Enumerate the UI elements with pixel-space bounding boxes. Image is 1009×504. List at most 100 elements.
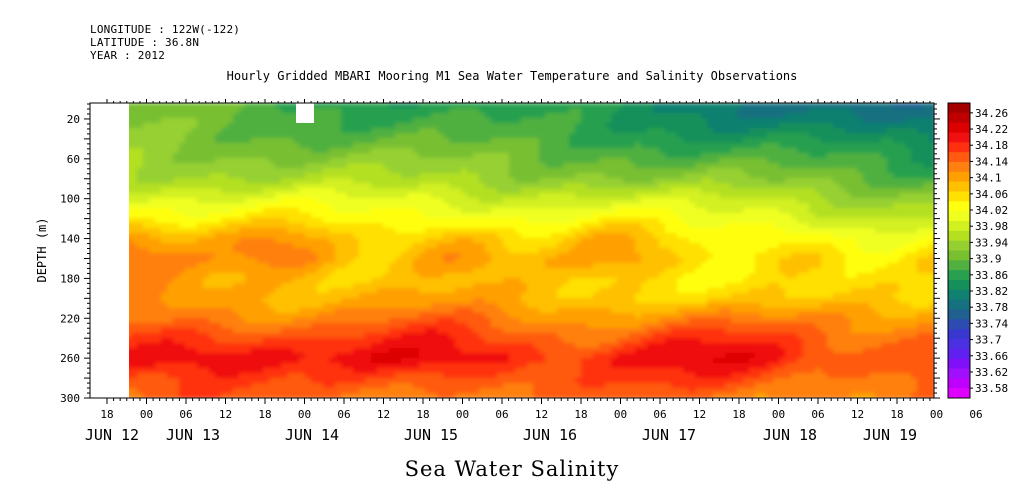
heatmap-cell xyxy=(599,203,606,209)
heatmap-cell xyxy=(491,258,498,264)
heatmap-cell xyxy=(155,298,162,304)
heatmap-cell xyxy=(515,318,522,324)
heatmap-cell xyxy=(539,248,546,254)
heatmap-cell xyxy=(443,143,450,149)
heatmap-cell xyxy=(611,313,618,319)
heatmap-cell xyxy=(359,298,366,304)
heatmap-cell xyxy=(269,318,276,324)
heatmap-cell xyxy=(389,133,396,139)
heatmap-cell xyxy=(161,238,168,244)
heatmap-cell xyxy=(599,378,606,384)
heatmap-cell xyxy=(491,298,498,304)
heatmap-cell xyxy=(479,253,486,259)
heatmap-cell xyxy=(335,103,342,109)
heatmap-cell xyxy=(269,363,276,369)
heatmap-cell xyxy=(557,103,564,109)
heatmap-cell xyxy=(575,378,582,384)
heatmap-cell xyxy=(485,378,492,384)
heatmap-cell xyxy=(347,298,354,304)
heatmap-cell xyxy=(305,258,312,264)
heatmap-cell xyxy=(239,278,246,284)
heatmap-cell xyxy=(353,123,360,129)
heatmap-cell xyxy=(503,213,510,219)
heatmap-cell xyxy=(431,248,438,254)
heatmap-cell xyxy=(317,293,324,299)
heatmap-cell xyxy=(167,243,174,249)
heatmap-cell xyxy=(161,268,168,274)
heatmap-cell xyxy=(221,218,228,224)
heatmap-cell xyxy=(281,373,288,379)
heatmap-cell xyxy=(551,343,558,349)
heatmap-cell xyxy=(275,193,282,199)
heatmap-cell xyxy=(425,243,432,249)
heatmap-cell xyxy=(341,268,348,274)
heatmap-cell xyxy=(323,163,330,169)
heatmap-cell xyxy=(317,268,324,274)
heatmap-cell xyxy=(611,363,618,369)
heatmap-cell xyxy=(551,318,558,324)
heatmap-cell xyxy=(149,143,156,149)
heatmap-cell xyxy=(461,208,468,214)
heatmap-cell xyxy=(443,313,450,319)
heatmap-cell xyxy=(473,283,480,289)
heatmap-cell xyxy=(605,328,612,334)
heatmap-cell xyxy=(563,203,570,209)
heatmap-cell xyxy=(389,218,396,224)
heatmap-cell xyxy=(287,308,294,314)
heatmap-cell xyxy=(431,288,438,294)
heatmap-cell xyxy=(131,143,138,149)
heatmap-cell xyxy=(443,278,450,284)
heatmap-cell xyxy=(329,113,336,119)
heatmap-cell xyxy=(551,238,558,244)
heatmap-cell xyxy=(227,118,234,124)
heatmap-cell xyxy=(491,153,498,159)
heatmap-cell xyxy=(185,223,192,229)
heatmap-cell xyxy=(263,368,270,374)
heatmap-cell xyxy=(485,348,492,354)
heatmap-cell xyxy=(419,158,426,164)
heatmap-cell xyxy=(257,223,264,229)
heatmap-cell xyxy=(539,388,546,394)
heatmap-cell xyxy=(449,358,456,364)
heatmap-cell xyxy=(185,178,192,184)
heatmap-cell xyxy=(479,383,486,389)
heatmap-cell xyxy=(389,173,396,179)
heatmap-cell xyxy=(161,138,168,144)
heatmap-cell xyxy=(563,158,570,164)
heatmap-cell xyxy=(197,328,204,334)
heatmap-cell xyxy=(275,238,282,244)
heatmap-cell xyxy=(563,113,570,119)
heatmap-cell xyxy=(533,183,540,189)
heatmap-cell xyxy=(341,323,348,329)
heatmap-cell xyxy=(287,363,294,369)
heatmap-cell xyxy=(173,203,180,209)
heatmap-cell xyxy=(155,388,162,394)
heatmap-cell xyxy=(437,393,444,398)
heatmap-cell xyxy=(551,368,558,374)
heatmap-cell xyxy=(413,278,420,284)
heatmap-cell xyxy=(251,373,258,379)
heatmap-cell xyxy=(311,128,318,134)
heatmap-cell xyxy=(497,308,504,314)
heatmap-cell xyxy=(575,188,582,194)
heatmap-cell xyxy=(167,348,174,354)
heatmap-cell xyxy=(173,193,180,199)
heatmap-cell xyxy=(191,273,198,279)
heatmap-cell xyxy=(455,358,462,364)
heatmap-cell xyxy=(503,293,510,299)
heatmap-cell xyxy=(263,378,270,384)
heatmap-cell xyxy=(449,223,456,229)
heatmap-cell xyxy=(623,293,630,299)
heatmap-cell xyxy=(329,378,336,384)
heatmap-cell xyxy=(623,148,630,154)
heatmap-cell xyxy=(401,153,408,159)
heatmap-cell xyxy=(533,288,540,294)
heatmap-cell xyxy=(401,238,408,244)
heatmap-cell xyxy=(443,108,450,114)
heatmap-cell xyxy=(569,193,576,199)
heatmap-cell xyxy=(449,203,456,209)
heatmap-cell xyxy=(323,298,330,304)
heatmap-cell xyxy=(593,133,600,139)
heatmap-cell xyxy=(257,363,264,369)
heatmap-cell xyxy=(443,243,450,249)
